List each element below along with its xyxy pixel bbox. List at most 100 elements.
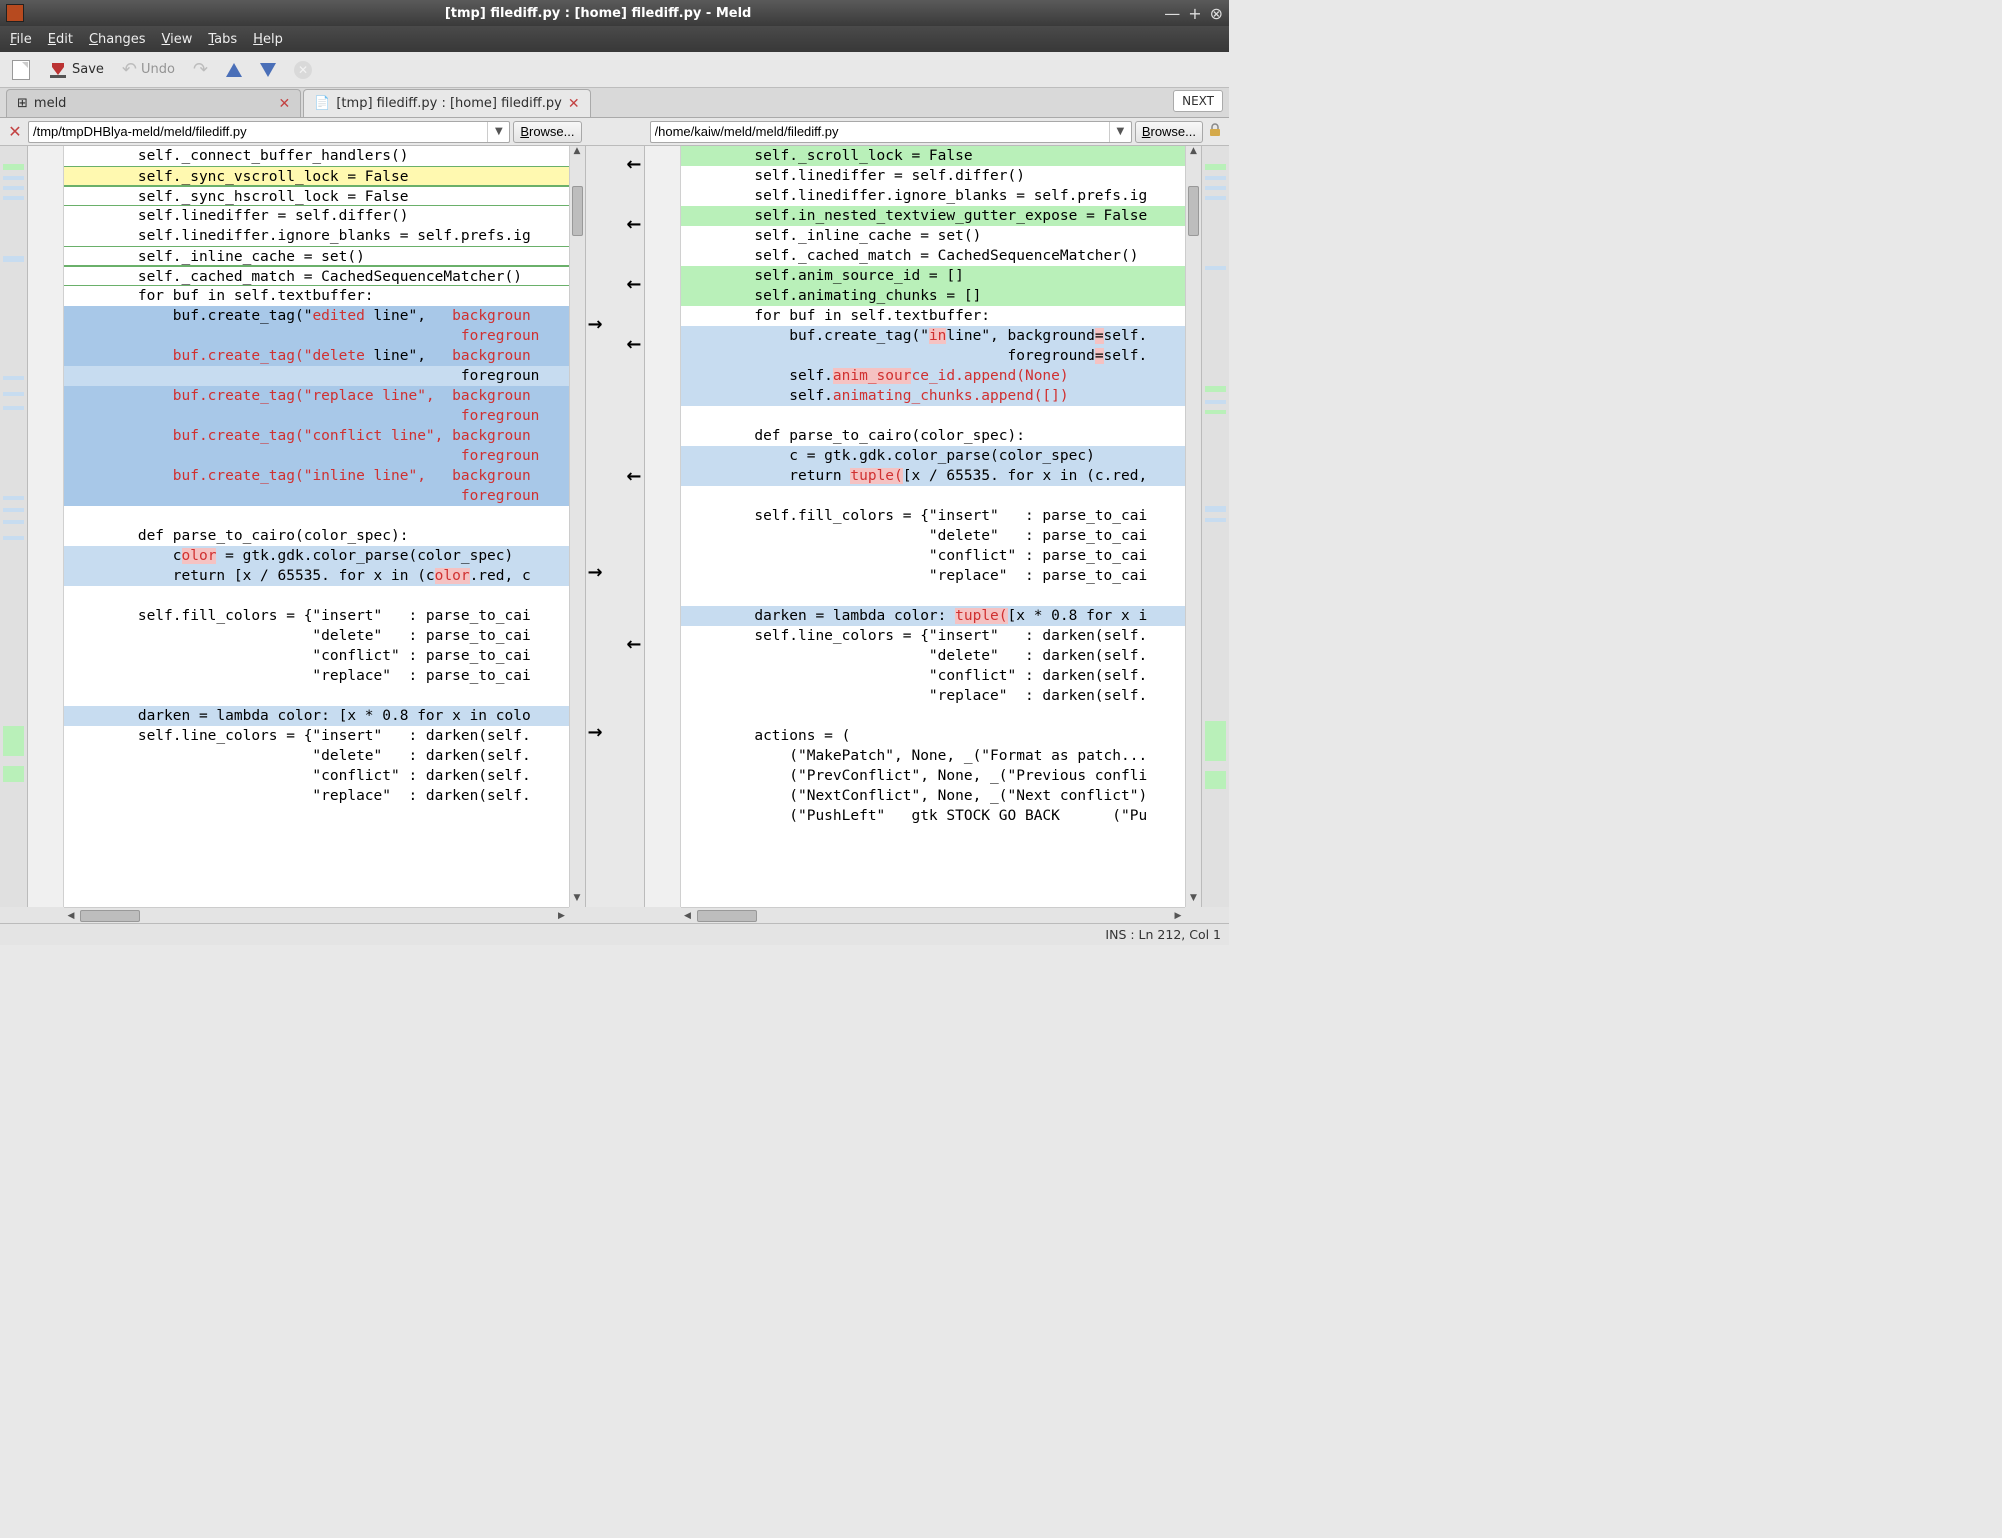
merge-arrow-icon[interactable]: → [588,314,603,335]
menu-changes[interactable]: Changes [89,32,146,47]
scroll-up-icon[interactable]: ▲ [570,146,585,160]
undo-button[interactable]: ↶ Undo [116,56,181,83]
code-line[interactable]: buf.create_tag("replace line", backgroun [64,386,569,406]
code-line[interactable]: self._cached_match = CachedSequenceMatch… [64,266,569,286]
code-line[interactable]: self.animating_chunks.append([]) [681,386,1186,406]
merge-arrow-icon[interactable]: ← [626,214,641,235]
overview-mark[interactable] [3,164,24,170]
prev-diff-button[interactable] [220,60,248,80]
overview-right[interactable] [1201,146,1229,907]
minimize-button[interactable]: — [1164,4,1180,23]
scroll-down-icon[interactable]: ▼ [1186,893,1201,907]
tab-close-icon[interactable]: ✕ [278,96,290,112]
overview-left[interactable] [0,146,28,907]
overview-mark[interactable] [1205,400,1226,404]
code-line[interactable]: darken = lambda color: tuple([x * 0.8 fo… [681,606,1186,626]
scroll-thumb[interactable] [80,910,140,922]
code-line[interactable]: foreground=self. [681,346,1186,366]
code-line[interactable]: def parse_to_cairo(color_spec): [64,526,569,546]
menu-tabs[interactable]: Tabs [208,32,237,47]
code-line[interactable]: self._sync_hscroll_lock = False [64,186,569,206]
left-path-combo[interactable]: ▼ [28,121,510,143]
overview-mark[interactable] [3,726,24,756]
code-line[interactable]: self.fill_colors = {"insert" : parse_to_… [681,506,1186,526]
overview-mark[interactable] [1205,266,1226,270]
merge-arrow-icon[interactable]: ← [626,274,641,295]
code-line[interactable]: self.fill_colors = {"insert" : parse_to_… [64,606,569,626]
code-line[interactable] [681,406,1186,426]
code-line[interactable]: ("NextConflict", None, _("Next conflict"… [681,786,1186,806]
code-line[interactable]: self.linediffer.ignore_blanks = self.pre… [64,226,569,246]
overview-mark[interactable] [3,508,24,512]
merge-arrow-icon[interactable]: → [588,562,603,583]
scroll-right-icon[interactable]: ▶ [1171,911,1185,921]
code-line[interactable]: buf.create_tag("edited line", backgroun [64,306,569,326]
code-line[interactable]: "replace" : darken(self. [64,786,569,806]
menu-file[interactable]: File [10,32,32,47]
code-line[interactable]: "conflict" : darken(self. [681,666,1186,686]
left-hscroll[interactable]: ◀ ▶ [64,907,569,923]
tab-meld[interactable]: ⊞ meld ✕ [6,89,301,117]
scroll-thumb[interactable] [572,186,583,236]
tab-close-icon[interactable]: ✕ [568,96,580,112]
code-line[interactable]: "replace" : darken(self. [681,686,1186,706]
menu-edit[interactable]: Edit [48,32,73,47]
save-button[interactable]: Save [42,58,110,82]
code-line[interactable]: self.linediffer.ignore_blanks = self.pre… [681,186,1186,206]
code-line[interactable]: self.animating_chunks = [] [681,286,1186,306]
code-line[interactable]: return tuple([x / 65535. for x in (c.red… [681,466,1186,486]
right-path-combo[interactable]: ▼ [650,121,1132,143]
code-line[interactable]: ("MakePatch", None, _("Format as patch..… [681,746,1186,766]
scroll-down-icon[interactable]: ▼ [570,893,585,907]
overview-mark[interactable] [3,196,24,200]
overview-mark[interactable] [1205,164,1226,170]
overview-mark[interactable] [1205,721,1226,761]
close-pane-icon[interactable]: ✕ [6,122,24,141]
chevron-down-icon[interactable]: ▼ [487,122,509,142]
scroll-right-icon[interactable]: ▶ [555,911,569,921]
merge-arrow-icon[interactable]: ← [626,634,641,655]
redo-button[interactable]: ↷ [187,56,214,83]
code-line[interactable]: actions = ( [681,726,1186,746]
maximize-button[interactable]: + [1188,4,1201,23]
code-line[interactable]: self._inline_cache = set() [64,246,569,266]
right-browse-button[interactable]: Browse... [1135,121,1203,143]
scroll-left-icon[interactable]: ◀ [64,911,78,921]
overview-mark[interactable] [3,176,24,180]
overview-mark[interactable] [1205,410,1226,414]
code-line[interactable]: color = gtk.gdk.color_parse(color_spec) [64,546,569,566]
code-line[interactable] [64,586,569,606]
new-button[interactable] [6,57,36,83]
code-line[interactable]: def parse_to_cairo(color_spec): [681,426,1186,446]
code-line[interactable]: ("PrevConflict", None, _("Previous confl… [681,766,1186,786]
code-line[interactable]: return [x / 65535. for x in (color.red, … [64,566,569,586]
code-line[interactable]: c = gtk.gdk.color_parse(color_spec) [681,446,1186,466]
code-line[interactable]: buf.create_tag("inline", background=self… [681,326,1186,346]
code-line[interactable]: self.anim_source_id = [] [681,266,1186,286]
menu-view[interactable]: View [162,32,193,47]
code-line[interactable]: self.line_colors = {"insert" : darken(se… [681,626,1186,646]
overview-mark[interactable] [3,536,24,540]
code-line[interactable]: self.line_colors = {"insert" : darken(se… [64,726,569,746]
code-line[interactable]: for buf in self.textbuffer: [64,286,569,306]
code-line[interactable]: "conflict" : parse_to_cai [681,546,1186,566]
code-line[interactable] [681,706,1186,726]
overview-mark[interactable] [3,406,24,410]
code-line[interactable] [64,506,569,526]
right-hscroll[interactable]: ◀ ▶ [681,907,1186,923]
overview-mark[interactable] [1205,186,1226,190]
scroll-up-icon[interactable]: ▲ [1186,146,1201,160]
code-line[interactable]: "conflict" : parse_to_cai [64,646,569,666]
close-button[interactable]: ⊗ [1210,4,1223,23]
tab-filediff[interactable]: 📄 [tmp] filediff.py : [home] filediff.py… [303,89,590,117]
code-line[interactable]: "delete" : darken(self. [64,746,569,766]
code-line[interactable]: self._inline_cache = set() [681,226,1186,246]
code-line[interactable]: foregroun [64,446,569,466]
code-line[interactable]: foregroun [64,486,569,506]
next-button[interactable]: NEXT [1173,90,1223,112]
linkmap[interactable]: ←←←→←←→←→ [585,146,645,907]
right-vscroll[interactable]: ▲ ▼ [1185,146,1201,907]
merge-arrow-icon[interactable]: ← [626,154,641,175]
chevron-down-icon[interactable]: ▼ [1109,122,1131,142]
code-line[interactable]: foregroun [64,366,569,386]
